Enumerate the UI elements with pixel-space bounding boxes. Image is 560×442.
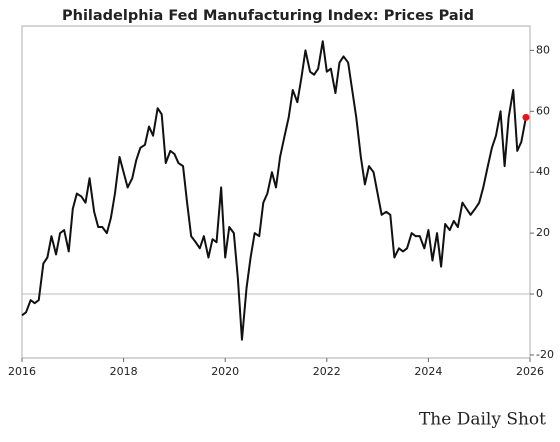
y-tick-label: 0	[536, 287, 543, 300]
x-tick-label: 2022	[313, 365, 341, 378]
y-tick-label: 60	[536, 104, 550, 117]
y-tick-label: 40	[536, 165, 550, 178]
chart-title: Philadelphia Fed Manufacturing Index: Pr…	[62, 8, 474, 24]
x-tick-label: 2016	[8, 365, 36, 378]
x-tick-label: 2024	[414, 365, 442, 378]
line	[21, 40, 527, 341]
last-point	[522, 113, 530, 121]
y-tick-label: 20	[536, 226, 550, 239]
y-tick-label: 80	[536, 43, 550, 56]
plot-frame	[21, 25, 531, 359]
x-tick-label: 2020	[211, 365, 239, 378]
x-tick-label: 2018	[110, 365, 138, 378]
watermark: The Daily Shot	[419, 410, 546, 430]
x-tick-label: 2026	[516, 365, 544, 378]
y-tick-label: -20	[536, 348, 554, 361]
